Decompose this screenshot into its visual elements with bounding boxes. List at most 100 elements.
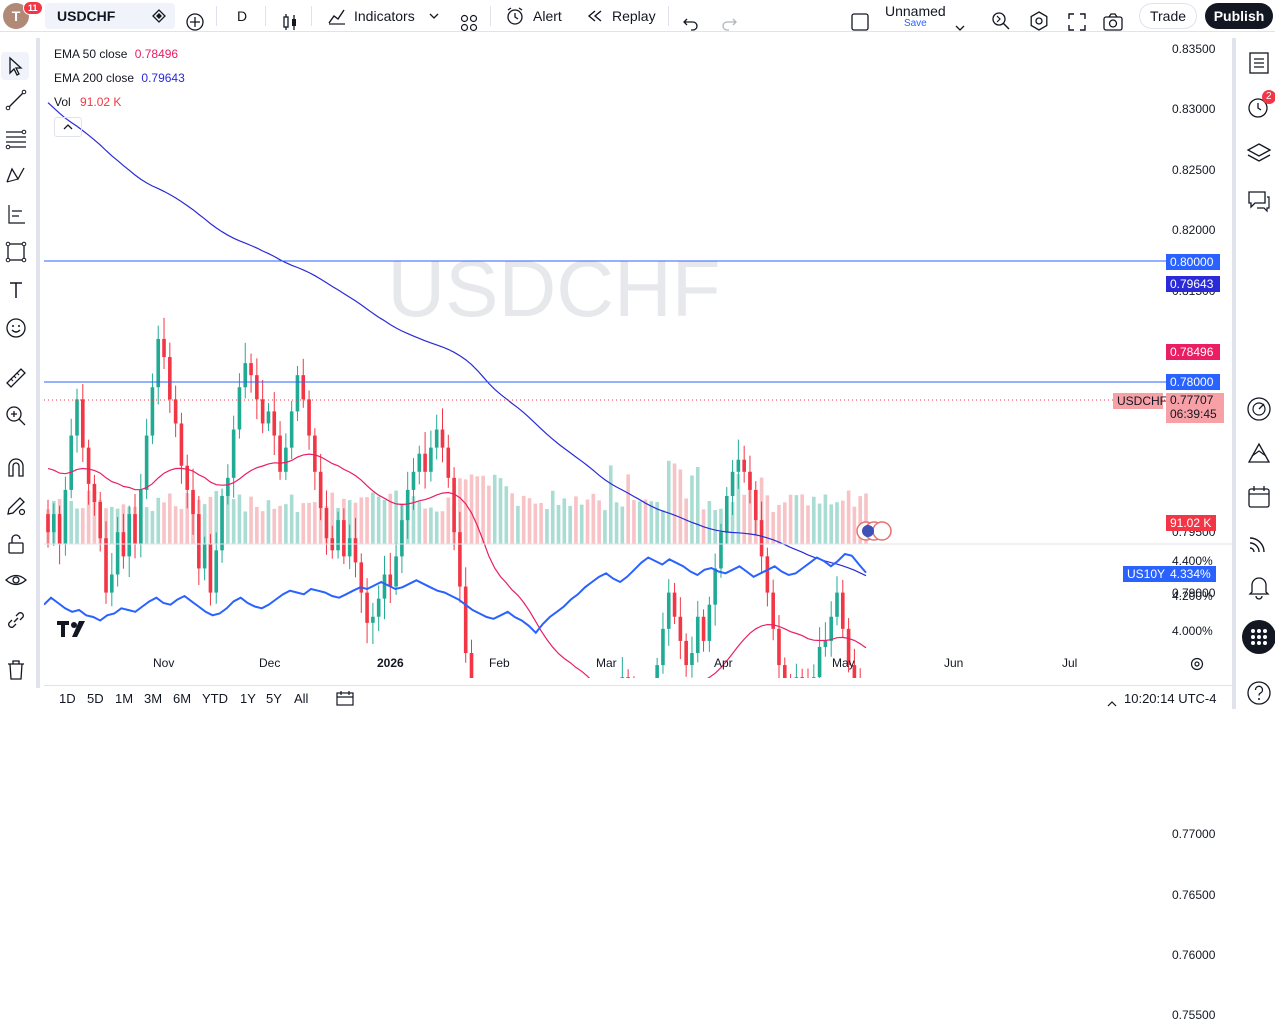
- range-button-5d[interactable]: 5D: [87, 691, 104, 706]
- notifications-bell-icon[interactable]: [1246, 574, 1272, 600]
- eye-icon[interactable]: [4, 568, 28, 592]
- candle-body: [742, 459, 746, 472]
- rewind-icon: [587, 10, 602, 22]
- chat-icon[interactable]: [1246, 188, 1272, 214]
- candle-body: [150, 387, 155, 436]
- axis-settings-icon[interactable]: [1189, 656, 1205, 672]
- range-button-1m[interactable]: 1M: [115, 691, 134, 706]
- range-button-3m[interactable]: 3M: [144, 691, 163, 706]
- settings-gear-icon[interactable]: [1028, 5, 1050, 37]
- candle-body: [220, 495, 224, 551]
- interval-button[interactable]: D: [237, 8, 248, 24]
- range-button-5y[interactable]: 5Y: [266, 691, 282, 706]
- trend-line-icon[interactable]: [4, 88, 28, 112]
- compare-icon[interactable]: [151, 8, 167, 24]
- cursor-icon[interactable]: [1, 52, 29, 80]
- range-button-all[interactable]: All: [294, 691, 309, 706]
- candle-body: [655, 665, 659, 678]
- candle-body: [823, 640, 828, 647]
- volume-bar: [185, 493, 190, 544]
- volume-bar: [110, 506, 114, 544]
- volume-bar: [365, 497, 369, 544]
- fullscreen-icon[interactable]: [1067, 6, 1087, 38]
- clock-timezone[interactable]: 10:20:14 UTC-4: [1124, 691, 1217, 706]
- layout-save: Save: [903, 17, 927, 29]
- layouts-icon[interactable]: [460, 7, 478, 39]
- fullscreen-toggle-icon[interactable]: [850, 6, 870, 38]
- drawing-mode-icon[interactable]: [4, 494, 28, 518]
- volume-bar: [92, 490, 97, 544]
- range-button-6m[interactable]: 6M: [173, 691, 192, 706]
- symbol-name: USDCHF: [57, 8, 116, 24]
- candle-body: [376, 598, 381, 617]
- replay-button[interactable]: Replay: [586, 0, 656, 32]
- quick-search-icon[interactable]: [990, 5, 1012, 37]
- vol-label: Vol: [54, 95, 71, 109]
- calendar-icon[interactable]: [1246, 484, 1272, 510]
- publish-button[interactable]: Publish: [1205, 3, 1273, 29]
- chevron-down-icon[interactable]: [955, 12, 965, 44]
- volume-bar: [266, 500, 271, 544]
- alert-button[interactable]: Alert: [505, 0, 562, 32]
- trade-button[interactable]: Trade: [1139, 3, 1197, 29]
- trash-icon[interactable]: [4, 658, 28, 682]
- performance-dial-icon[interactable]: [1246, 396, 1272, 422]
- help-icon[interactable]: [1246, 680, 1272, 706]
- volume-bar: [226, 490, 230, 544]
- apps-grid-button[interactable]: [1242, 620, 1275, 654]
- range-button-ytd[interactable]: YTD: [202, 691, 228, 706]
- user-avatar[interactable]: T 11: [3, 1, 43, 29]
- magnet-icon[interactable]: [4, 456, 28, 480]
- add-symbol-icon[interactable]: [185, 6, 205, 38]
- us-flag-events[interactable]: [856, 521, 892, 541]
- camera-icon[interactable]: [1102, 6, 1124, 38]
- lock-icon[interactable]: [4, 532, 28, 556]
- range-button-1y[interactable]: 1Y: [240, 691, 256, 706]
- stream-icon[interactable]: [1246, 530, 1272, 556]
- time-axis-tick: Jun: [944, 656, 964, 670]
- undo-icon[interactable]: [682, 8, 700, 40]
- range-button-1d[interactable]: 1D: [59, 691, 76, 706]
- volume-bar: [690, 475, 694, 544]
- watchlist-icon[interactable]: [1246, 50, 1272, 76]
- alerts-badge: 2: [1262, 90, 1275, 104]
- link-icon[interactable]: [4, 608, 28, 632]
- pine-editor-icon[interactable]: [1246, 440, 1272, 466]
- goto-date-icon[interactable]: [335, 690, 355, 706]
- tradingview-logo[interactable]: [57, 621, 85, 637]
- price-axis-tick: 0.77000: [1172, 827, 1216, 842]
- candle-body: [249, 363, 253, 376]
- candles-icon[interactable]: [281, 6, 299, 38]
- candle-body: [289, 411, 294, 448]
- price-chart[interactable]: USDCHF: [44, 38, 1232, 678]
- zoom-in-icon[interactable]: [4, 404, 28, 428]
- legend-ema50[interactable]: EMA 50 close 0.78496: [54, 47, 178, 61]
- text-tool-icon[interactable]: [4, 278, 28, 302]
- shapes-tool-icon[interactable]: [4, 240, 28, 264]
- layout-name-button[interactable]: Unnamed Save: [885, 0, 946, 32]
- ema50-line: [47, 453, 867, 678]
- pattern-tool-icon[interactable]: [4, 164, 28, 188]
- volume-bar: [649, 501, 654, 544]
- candle-body: [110, 574, 114, 593]
- emoji-icon[interactable]: [4, 316, 28, 340]
- legend-ema200[interactable]: EMA 200 close 0.79643: [54, 71, 185, 85]
- indicators-button[interactable]: Indicators: [327, 0, 439, 32]
- fib-retracement-icon[interactable]: [4, 126, 28, 150]
- volume-bar: [626, 474, 630, 544]
- volume-bar: [81, 508, 85, 544]
- alerts-sidebar-button[interactable]: 2: [1246, 90, 1275, 120]
- symbol-search-button[interactable]: USDCHF: [45, 3, 175, 29]
- candle-body: [672, 592, 677, 617]
- collapse-legend-button[interactable]: [54, 117, 82, 137]
- volume-bar: [382, 500, 387, 544]
- volume-bar: [550, 490, 555, 544]
- layers-icon[interactable]: [1246, 140, 1272, 166]
- forecast-tool-icon[interactable]: [4, 202, 28, 226]
- volume-bar: [75, 508, 79, 544]
- redo-icon[interactable]: [720, 8, 738, 40]
- caret-up-icon[interactable]: [1107, 700, 1117, 708]
- volume-bar: [777, 504, 781, 544]
- ruler-icon[interactable]: [4, 366, 28, 390]
- legend-volume[interactable]: Vol 91.02 K: [54, 95, 121, 109]
